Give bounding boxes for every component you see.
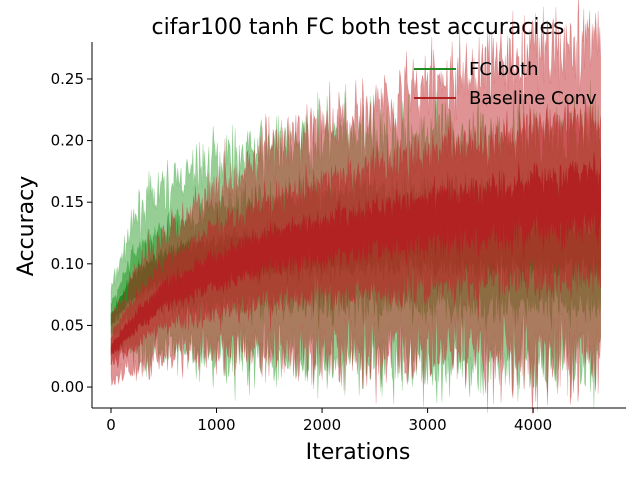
legend-label-fc-both: FC both bbox=[469, 59, 539, 80]
y-tick-label: 0.10 bbox=[51, 255, 84, 273]
y-tick-label: 0.00 bbox=[51, 378, 84, 396]
x-tick-label: 2000 bbox=[303, 416, 341, 434]
x-tick-label: 0 bbox=[106, 416, 116, 434]
legend: FC both Baseline Conv bbox=[414, 59, 597, 109]
y-axis-label: Accuracy bbox=[14, 176, 39, 276]
y-tick-label: 0.05 bbox=[51, 316, 84, 334]
x-axis-label: Iterations bbox=[306, 440, 411, 465]
plot-area bbox=[110, 0, 601, 415]
x-tick-label: 1000 bbox=[197, 416, 235, 434]
baseline-conv-band-3 bbox=[110, 151, 601, 356]
y-tick-label: 0.15 bbox=[51, 193, 84, 211]
x-tick-label: 4000 bbox=[514, 416, 552, 434]
legend-label-baseline-conv: Baseline Conv bbox=[469, 88, 597, 109]
y-tick-label: 0.20 bbox=[51, 132, 84, 150]
axes: 0 1000 2000 3000 4000 0.00 0.05 0.10 0.15 0.20 0.2… bbox=[51, 42, 626, 434]
chart-title: cifar100 tanh FC both test accuracies bbox=[151, 15, 564, 40]
x-tick-label: 3000 bbox=[409, 416, 447, 434]
y-tick-label: 0.25 bbox=[51, 70, 84, 88]
